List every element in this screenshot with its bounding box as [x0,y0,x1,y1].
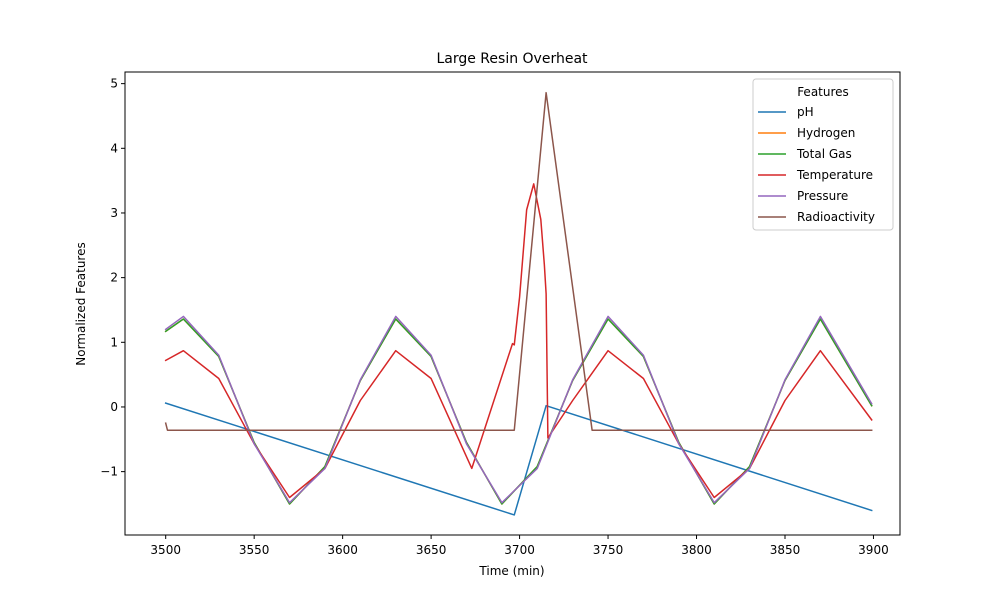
x-tick-label: 3650 [416,543,447,557]
legend-items: pH Hydrogen Total Gas Temperature Pressure Ra… [758,105,875,224]
legend-title: Features [797,85,849,99]
x-tick-label: 3500 [150,543,181,557]
series-line-ph [164,402,873,516]
legend-label-radioactivity: Radioactivity [797,210,875,224]
x-tick-label: 3700 [504,543,535,557]
legend-label-ph: pH [797,105,814,119]
legend-label-temperature: Temperature [796,168,873,182]
legend: Features pH Hydrogen Total Gas Temperature P… [752,78,894,231]
y-tick-label: 2 [110,271,118,285]
y-tick-label: 5 [110,77,118,91]
legend-frame [752,78,894,231]
series-line-pressure [164,315,873,504]
x-tick-label: 3550 [239,543,270,557]
plot-area [124,71,901,536]
series-line-temperature [164,183,873,499]
legend-label-pressure: Pressure [797,189,848,203]
y-tick-label: 4 [110,141,118,155]
plot-frame [124,71,901,536]
x-tick-label: 3750 [593,543,624,557]
legend-label-total-gas: Total Gas [796,147,852,161]
y-tick-label: 3 [110,206,118,220]
x-axis: 3500 3550 3600 3650 3700 3750 3800 3850 3900 [150,535,889,557]
chart-title: Large Resin Overheat [436,51,588,67]
y-tick-label: 1 [110,335,118,349]
x-tick-label: 3600 [327,543,358,557]
x-axis-label: Time (min) [478,564,544,578]
x-tick-label: 3900 [858,543,889,557]
y-axis-label: Normalized Features [74,242,88,365]
y-axis: −1 0 1 2 3 4 5 [100,77,125,479]
legend-label-hydrogen: Hydrogen [797,126,855,140]
x-tick-label: 3850 [770,543,801,557]
y-tick-label: −1 [100,465,118,479]
y-tick-label: 0 [110,400,118,414]
x-tick-label: 3800 [681,543,712,557]
series-line-radioactivity [164,91,873,431]
series-layer [164,91,873,516]
